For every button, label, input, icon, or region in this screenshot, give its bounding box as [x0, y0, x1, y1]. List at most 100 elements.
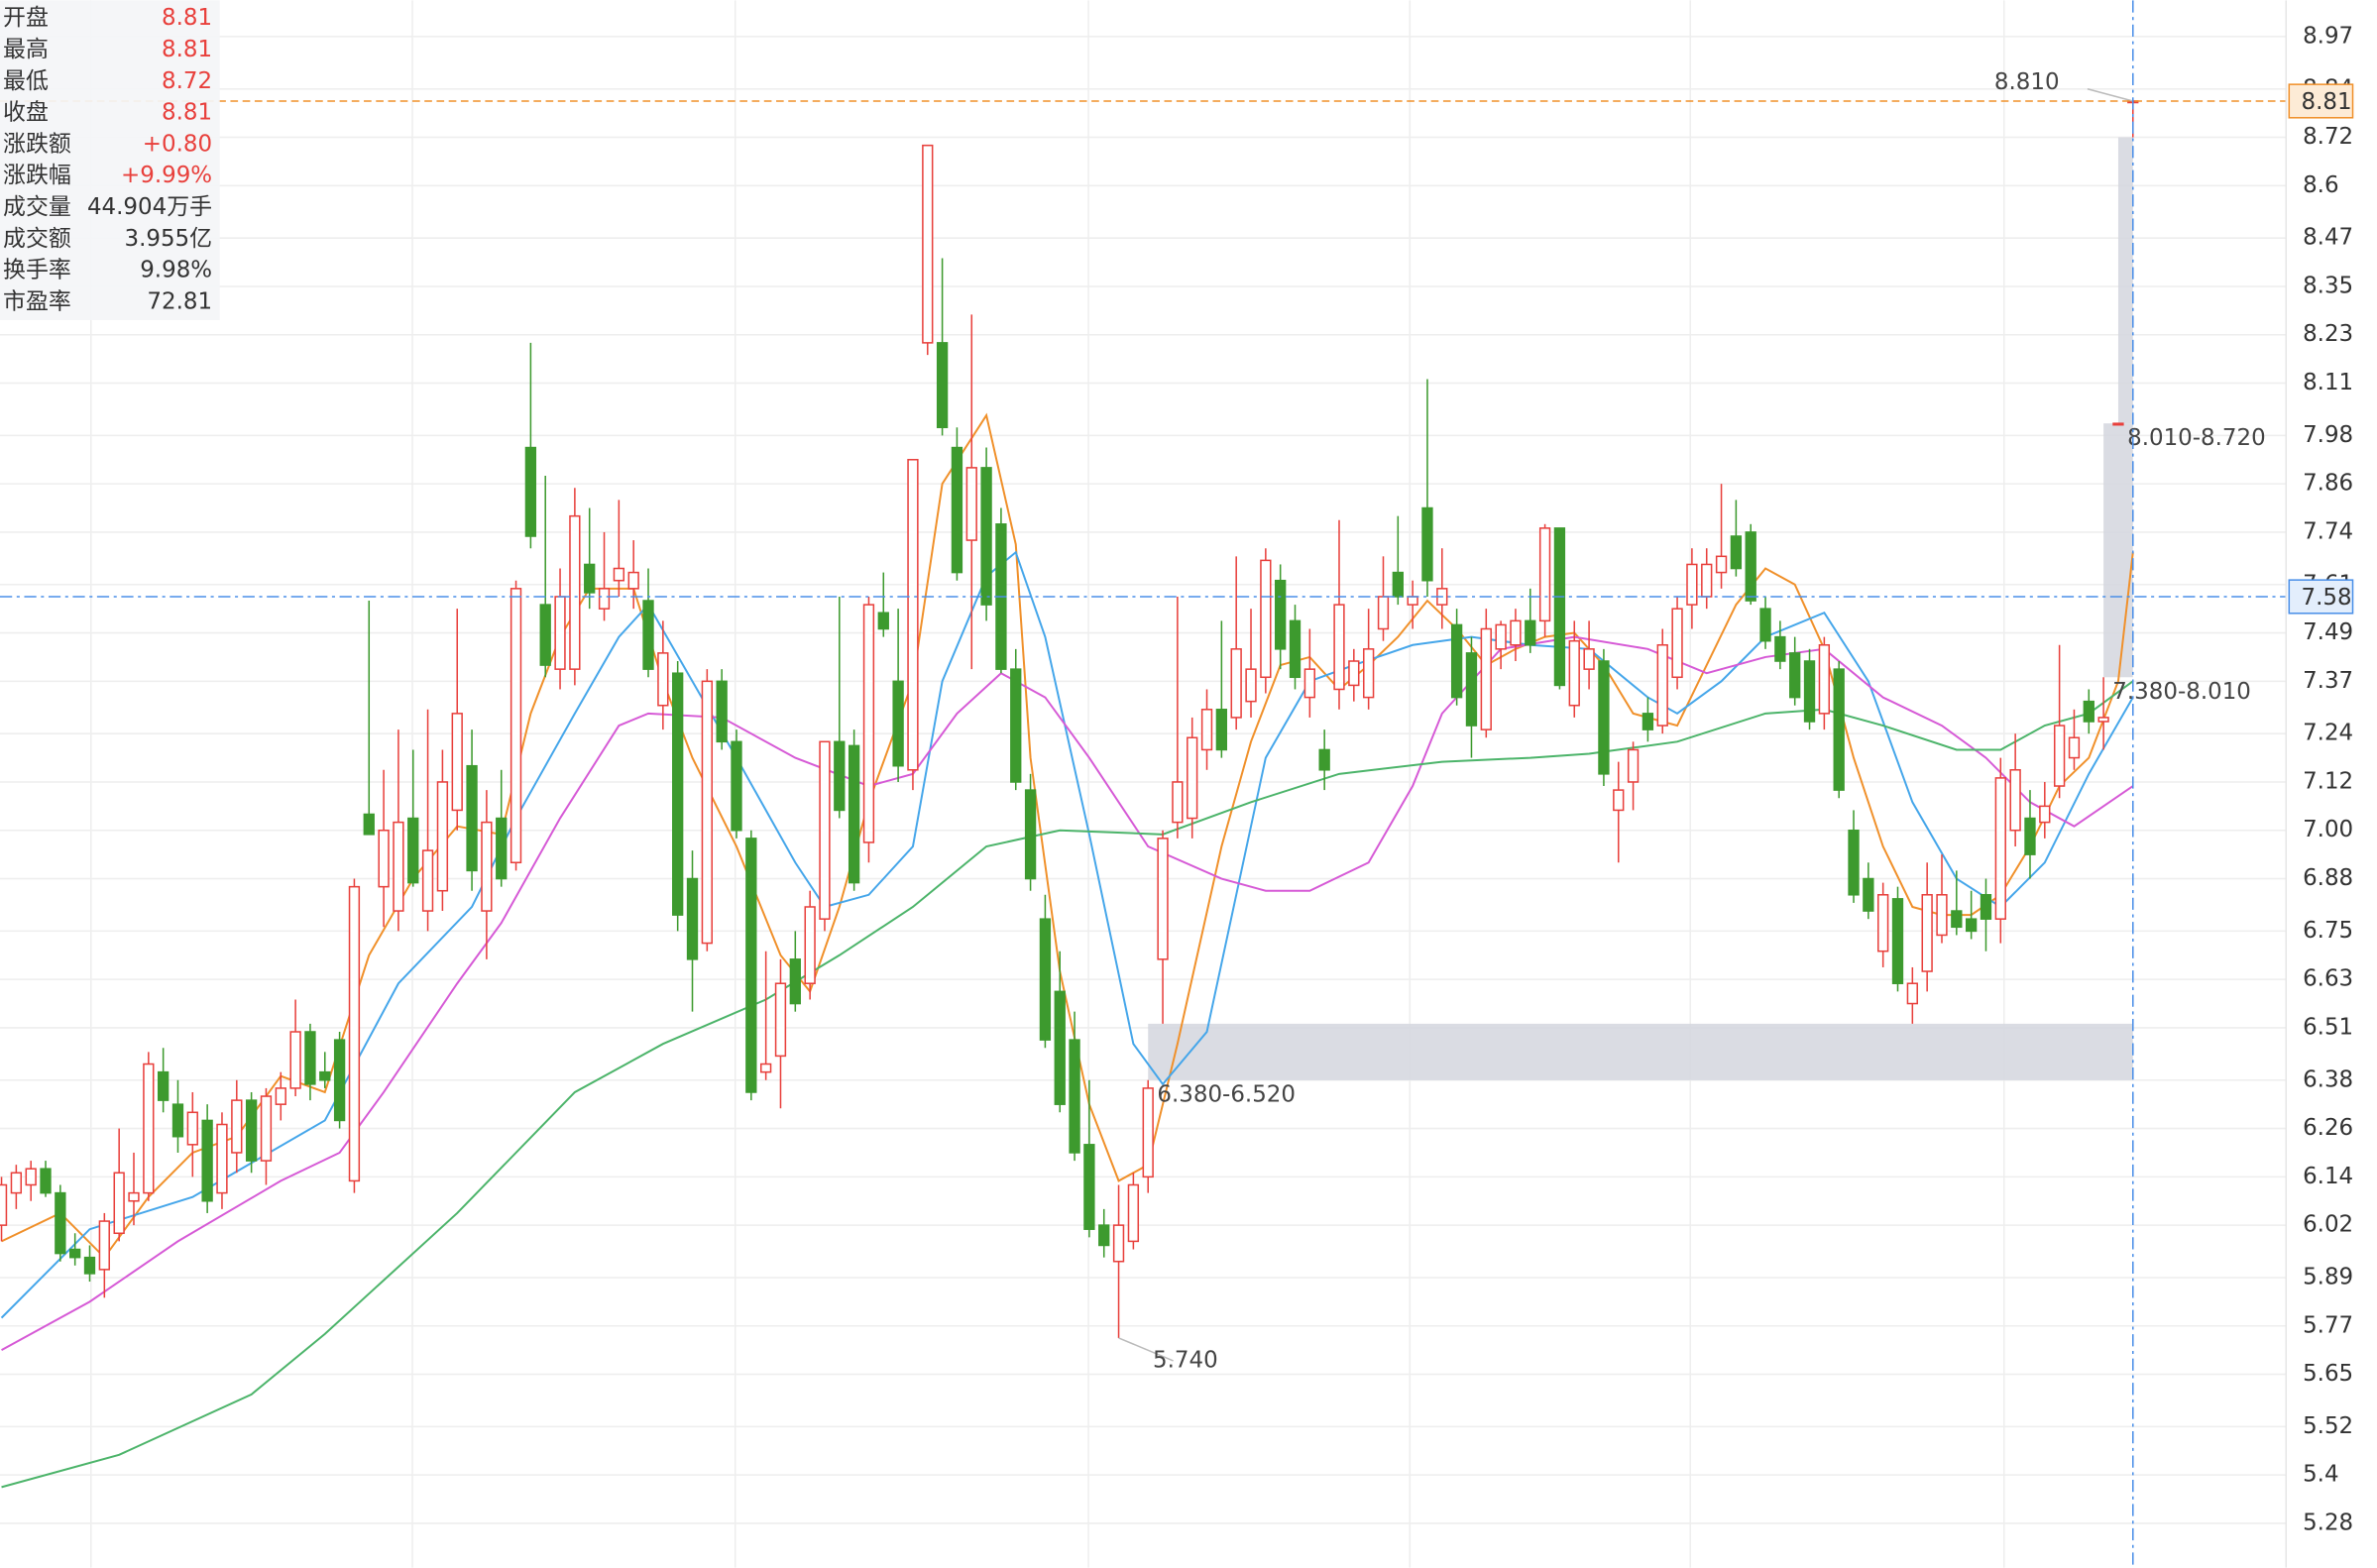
candle-body	[1172, 781, 1184, 824]
candle-body	[2068, 736, 2081, 759]
candle-body	[1480, 627, 1492, 730]
candle-body	[1450, 623, 1463, 699]
candle-body	[1275, 579, 1287, 650]
annotation-leader	[2087, 87, 2133, 102]
y-tick-label: 6.75	[2303, 918, 2353, 944]
candle-body	[393, 821, 404, 912]
candle-body	[1863, 877, 1874, 912]
candle-body	[834, 740, 846, 812]
grid-layer	[0, 0, 2287, 1568]
candle-body	[1745, 531, 1756, 602]
candle-body	[1318, 748, 1330, 771]
candle-body	[333, 1039, 346, 1122]
y-tick-label: 5.28	[2303, 1510, 2353, 1535]
candle-body	[1377, 596, 1390, 630]
candle-body	[657, 652, 669, 707]
y-tick-label: 7.00	[2303, 817, 2353, 842]
ma-line	[1, 412, 2134, 1260]
candle-body	[1112, 1224, 1125, 1263]
candle-body	[1392, 571, 1404, 598]
candle-body	[421, 849, 434, 912]
candle-body	[1568, 639, 1580, 707]
annotation-leader	[1118, 1337, 1174, 1362]
candle-body	[55, 1191, 66, 1255]
candle-body	[2097, 717, 2109, 723]
candle-body	[1054, 990, 1066, 1105]
candle-body	[1333, 604, 1345, 691]
candle-body	[804, 906, 816, 984]
candle-body	[936, 342, 949, 429]
info-label: 成交额	[3, 226, 71, 252]
y-tick-label: 7.86	[2303, 471, 2353, 497]
candle-body	[1098, 1224, 1110, 1247]
info-value: 8.81	[162, 100, 212, 126]
candle-body	[1303, 668, 1315, 699]
candle-body	[363, 813, 375, 836]
candle-body	[862, 604, 875, 843]
candle-body	[1877, 894, 1889, 952]
candle-body	[1583, 648, 1595, 670]
candle-body	[98, 1220, 110, 1271]
candle-body	[672, 672, 684, 916]
candle-body	[627, 571, 639, 590]
candle-body	[980, 467, 992, 606]
candle-body	[1230, 648, 1242, 719]
candle-body	[539, 604, 551, 666]
candle-body	[186, 1111, 198, 1146]
candle-body	[1465, 652, 1478, 727]
candle-body	[1157, 838, 1169, 960]
y-tick-label: 5.4	[2303, 1462, 2338, 1488]
y-tick-label: 8.23	[2303, 321, 2353, 347]
candle-body	[2024, 817, 2036, 855]
candle-body	[1759, 608, 1771, 642]
y-tick-label: 7.12	[2303, 768, 2353, 794]
candle-body	[1686, 563, 1698, 606]
candle-body	[848, 744, 860, 884]
candle-body	[10, 1172, 23, 1194]
gap-zone	[1148, 1023, 2133, 1080]
candle-body	[275, 1087, 286, 1105]
cursor-price-badge	[2288, 579, 2354, 615]
candle-body	[1260, 559, 1272, 679]
candle-body	[2112, 422, 2124, 426]
candle-body	[1965, 918, 1978, 933]
gap-zone	[2103, 423, 2133, 678]
candle-body	[2039, 805, 2051, 824]
info-label: 换手率	[3, 258, 71, 283]
candle-body	[554, 596, 566, 670]
candle-body	[1525, 619, 1536, 646]
y-tick-label: 8.47	[2303, 225, 2353, 251]
info-label: 涨跌额	[3, 131, 71, 157]
candle-body	[1730, 535, 1743, 570]
candle-body	[1627, 748, 1640, 783]
candle-body	[745, 838, 757, 1093]
candle-body	[0, 1183, 8, 1226]
candle-body	[304, 1031, 316, 1085]
candle-body	[1789, 652, 1801, 699]
candle-body	[509, 588, 522, 864]
candle-body	[642, 600, 654, 670]
ma-line	[0, 550, 2134, 1319]
candle-body	[1715, 555, 1728, 574]
info-value: 72.81	[147, 288, 212, 314]
info-value: 9.98%	[140, 258, 212, 283]
candle-body	[2053, 725, 2066, 787]
info-label: 收盘	[3, 100, 49, 126]
info-label: 成交量	[3, 194, 71, 220]
candle-body	[1142, 1087, 1154, 1178]
candle-body	[1538, 527, 1551, 622]
candle-body	[1774, 635, 1786, 662]
zone-label: 6.380-6.520	[1157, 1082, 1296, 1108]
candle-body	[1010, 668, 1022, 783]
candle-body	[201, 1119, 213, 1202]
ma-line	[1, 680, 2134, 1489]
overlay-layer: 6.380-6.520 7.380-8.010 8.010-8.720 8.810 5.…	[0, 0, 2293, 1568]
y-tick-label: 8.6	[2303, 172, 2338, 198]
candle-body	[907, 458, 919, 771]
candle-body	[877, 612, 889, 630]
candle-body	[496, 817, 508, 880]
candle-body	[598, 588, 611, 610]
candle-body	[1362, 648, 1375, 699]
candle-body	[1833, 668, 1845, 791]
y-tick-label: 6.14	[2303, 1164, 2353, 1189]
